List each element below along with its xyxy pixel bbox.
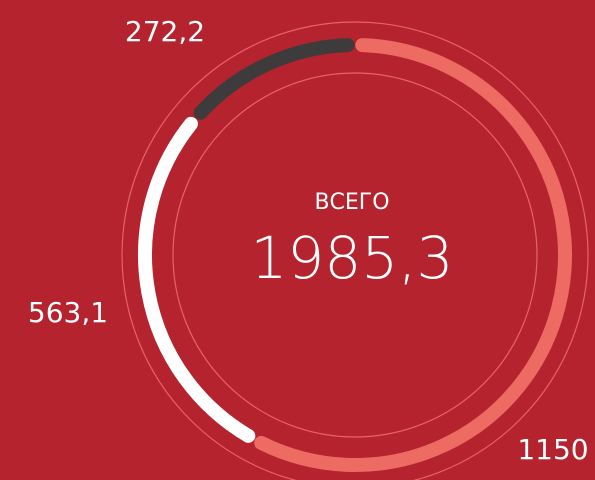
inner-ring bbox=[172, 72, 538, 438]
donut-segment bbox=[138, 116, 256, 443]
donut-segment bbox=[254, 38, 572, 472]
value-label: 563,1 bbox=[28, 296, 108, 329]
center-title: ВСЕГО bbox=[314, 190, 389, 215]
value-label: 272,2 bbox=[125, 15, 205, 48]
center-total: 1985,3 bbox=[251, 224, 454, 292]
donut-segment bbox=[193, 38, 355, 120]
value-label: 1150 bbox=[517, 433, 588, 466]
outer-ring bbox=[121, 21, 589, 480]
